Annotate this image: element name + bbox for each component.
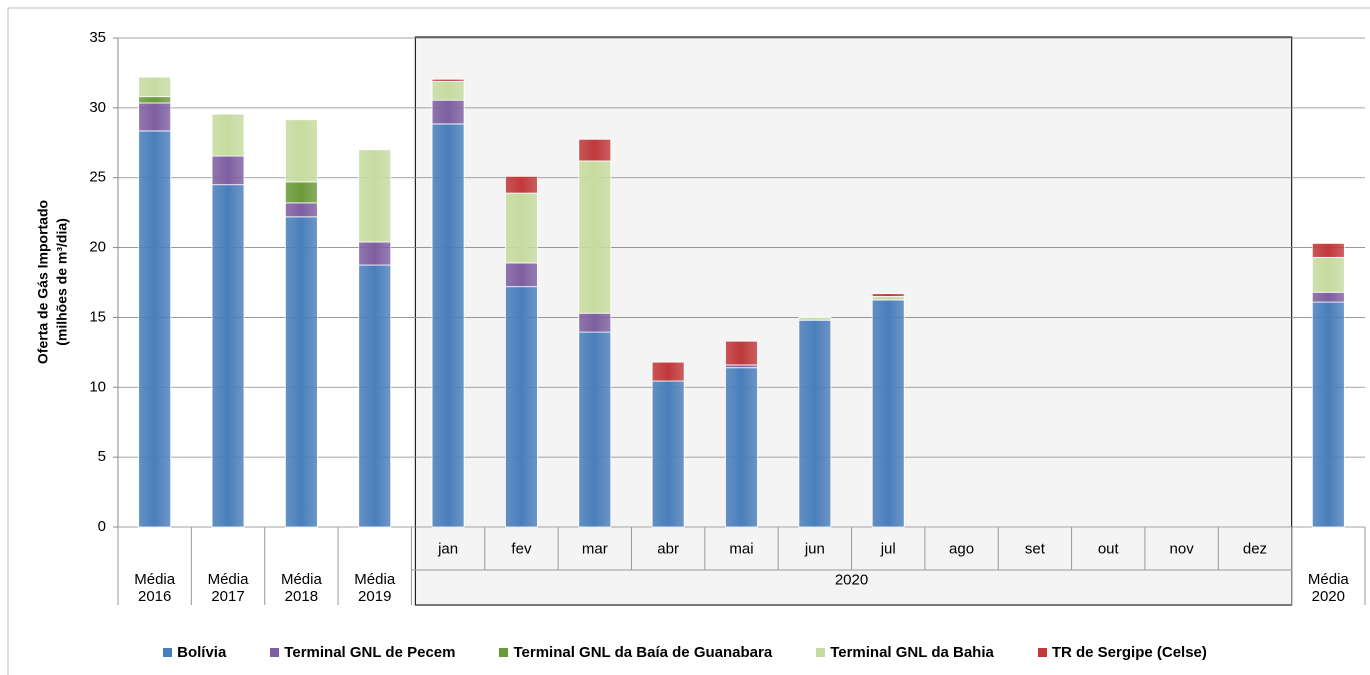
bar-segment xyxy=(211,113,245,157)
bar-segment xyxy=(284,202,318,218)
x-tick-label: jan xyxy=(438,540,459,558)
x-tick-label: Média 2020 xyxy=(1307,571,1349,605)
legend-swatch xyxy=(816,648,826,657)
legend-label: Terminal GNL da Baía de Guanabara xyxy=(513,644,773,661)
bar-segment xyxy=(505,192,538,264)
bar-segment xyxy=(871,293,905,297)
legend-swatch xyxy=(163,648,173,657)
bar-segment xyxy=(651,380,685,528)
y-tick-label: 15 xyxy=(89,308,106,325)
bar-segment xyxy=(505,286,538,528)
group-box xyxy=(414,36,1293,606)
x-tick-label: Média 2018 xyxy=(280,571,322,605)
legend-item: TR de Sergipe (Celse) xyxy=(1037,644,1207,661)
x-tick-label: Média 2017 xyxy=(207,571,249,605)
y-tick-label: 35 xyxy=(89,29,106,46)
bar-segment xyxy=(578,138,612,162)
chart-border xyxy=(7,7,1370,675)
bar-segment xyxy=(284,181,318,204)
bar-segment xyxy=(358,264,392,528)
bar-segment xyxy=(138,130,172,528)
bar-segment xyxy=(725,367,758,528)
bar-segment xyxy=(725,340,758,366)
bar-segment xyxy=(798,317,832,321)
bar-segment xyxy=(431,80,465,101)
bar-segment xyxy=(1311,291,1345,303)
legend-item: Bolívia xyxy=(163,644,226,661)
bar-segment xyxy=(431,123,465,528)
legend-swatch xyxy=(1037,648,1047,657)
bar-segment xyxy=(871,299,905,528)
bar-segment xyxy=(578,331,612,528)
x-tick-label: set xyxy=(1024,540,1045,558)
bar-segment xyxy=(211,184,245,528)
y-axis-title: (milhões de m³/dia) xyxy=(54,218,70,346)
y-tick-label: 30 xyxy=(89,99,106,116)
legend-label: Terminal GNL da Bahia xyxy=(830,644,994,661)
bar-segment xyxy=(725,364,758,369)
bar-segment xyxy=(578,160,612,314)
x-tick-label: jun xyxy=(804,540,825,558)
x-tick-label: Média 2016 xyxy=(134,571,176,605)
x-tick-label: dez xyxy=(1242,540,1268,558)
y-tick-label: 25 xyxy=(89,169,106,186)
legend-label: Bolívia xyxy=(177,644,227,661)
bar-segment xyxy=(284,119,318,183)
bar-segment xyxy=(358,241,392,266)
bar-segment xyxy=(1311,301,1345,528)
x-tick-label: abr xyxy=(657,540,679,558)
bar-segment xyxy=(651,361,685,382)
bar-segment xyxy=(505,262,538,288)
x-tick-label: ago xyxy=(949,540,975,558)
legend-item: Terminal GNL de Pecem xyxy=(270,644,455,661)
legend-item: Terminal GNL da Bahia xyxy=(816,644,994,661)
bar-segment xyxy=(1311,242,1345,258)
x-tick-label: out xyxy=(1097,540,1119,558)
y-tick-label: 20 xyxy=(89,239,106,256)
x-tick-label: mai xyxy=(729,540,754,558)
group-label: 2020 xyxy=(834,571,869,589)
legend-label: TR de Sergipe (Celse) xyxy=(1051,644,1207,661)
bar-segment xyxy=(211,155,245,186)
x-tick-label: fev xyxy=(511,540,532,558)
x-tick-label: Média 2019 xyxy=(354,571,396,605)
y-axis-title: Oferta de Gás Importado xyxy=(35,200,51,364)
bar-segment xyxy=(578,312,612,333)
bar-segment xyxy=(138,102,172,132)
y-tick-label: 5 xyxy=(98,448,106,465)
bar-segment xyxy=(431,78,465,82)
x-tick-label: nov xyxy=(1169,540,1194,558)
x-tick-label: mar xyxy=(581,540,608,558)
y-tick-label: 0 xyxy=(98,518,106,535)
bar-segment xyxy=(138,96,172,104)
legend: Bolívia Terminal GNL de Pecem Terminal GNL… xyxy=(0,644,1370,661)
bar-segment xyxy=(284,216,318,528)
bar-segment xyxy=(505,175,538,194)
legend-swatch xyxy=(270,648,280,657)
legend-swatch xyxy=(499,648,509,657)
y-tick-label: 10 xyxy=(89,378,106,395)
bar-segment xyxy=(358,149,392,243)
bar-segment xyxy=(1311,256,1345,293)
bar-segment xyxy=(798,319,832,528)
bar-segment xyxy=(138,76,172,98)
legend-item: Terminal GNL da Baía de Guanabara xyxy=(499,644,772,661)
x-tick-label: jul xyxy=(880,540,896,558)
bar-segment xyxy=(871,296,905,301)
bar-segment xyxy=(431,99,465,125)
legend-label: Terminal GNL de Pecem xyxy=(284,644,456,661)
